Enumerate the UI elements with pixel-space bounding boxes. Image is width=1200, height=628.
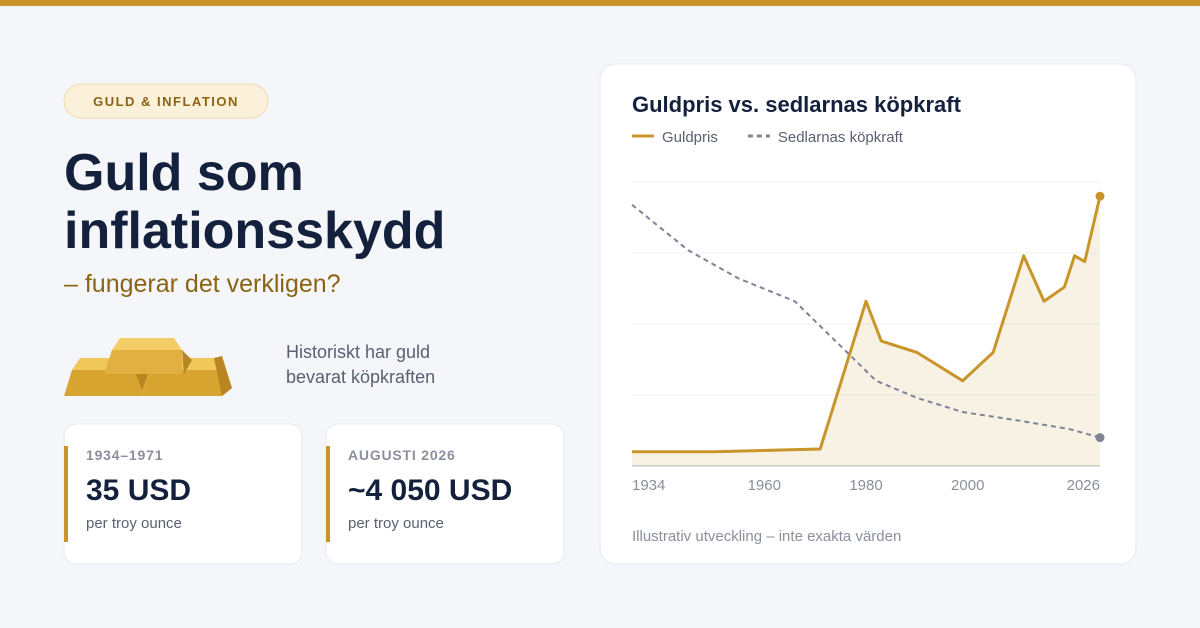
chart-title: Guldpris vs. sedlarnas köpkraft (632, 92, 962, 117)
x-tick-label: 1980 (849, 477, 882, 494)
legend-label: Sedlarnas köpkraft (778, 129, 904, 146)
title: inflationsskydd (64, 202, 445, 260)
card-label: AUGUSTI 2026 (348, 447, 456, 463)
x-tick-label: 2000 (951, 477, 984, 494)
line (632, 195, 1102, 454)
gold-bars-icon (64, 338, 232, 396)
legend-label: Guldpris (662, 129, 718, 146)
area (632, 196, 1100, 466)
card-value: ~4 050 USD (348, 474, 512, 507)
intro-text: bevarat köpkraften (286, 367, 435, 387)
card: AUGUSTI 2026 ~4 050 USD per troy ounce (325, 423, 565, 565)
card: 1934–1971 35 USD per troy ounce (63, 423, 303, 565)
card-label: 1934–1971 (86, 447, 163, 463)
card-value: 35 USD (86, 474, 191, 507)
chart-card (599, 63, 1137, 565)
tag: GULD & INFLATION (93, 94, 239, 109)
end-dot (1095, 191, 1105, 201)
line (631, 203, 1101, 439)
x-tick-label: 2026 (1067, 477, 1100, 494)
card-unit: per troy ounce (348, 515, 444, 532)
top-bar (0, 0, 1200, 6)
intro-text: Historiskt har guld (286, 342, 430, 362)
tag-pill (63, 83, 269, 119)
subtitle: – fungerar det verkligen? (64, 270, 341, 298)
chart-note: Illustrativ utveckling – inte exakta vär… (632, 528, 901, 545)
end-dot (1095, 433, 1105, 443)
x-tick-label: 1960 (748, 477, 781, 494)
x-tick-label: 1934 (632, 477, 665, 494)
card-unit: per troy ounce (86, 515, 182, 532)
title: Guld som (64, 144, 304, 202)
